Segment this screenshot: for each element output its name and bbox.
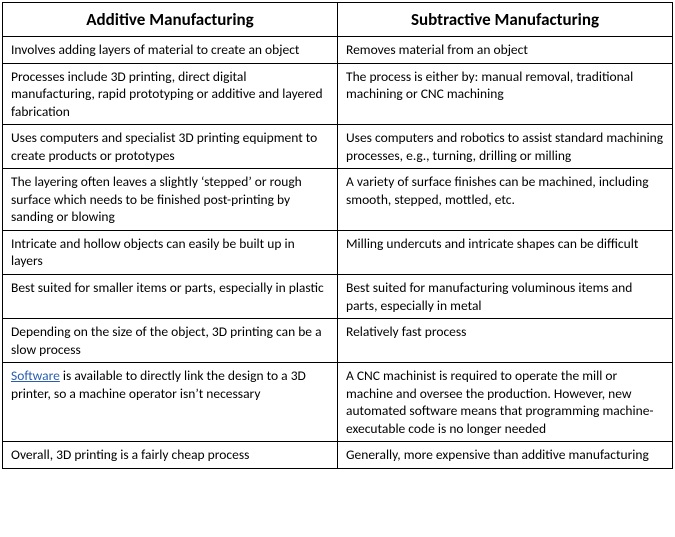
table-row: Processes include 3D printing, direct di…: [3, 63, 673, 125]
table-row: Software is available to directly link t…: [3, 363, 673, 442]
table-row: Overall, 3D printing is a fairly cheap p…: [3, 442, 673, 469]
cell-subtractive: Milling undercuts and intricate shapes c…: [338, 230, 673, 274]
cell-subtractive: Generally, more expensive than additive …: [338, 442, 673, 469]
cell-subtractive: Removes material from an object: [338, 37, 673, 64]
cell-additive: Involves adding layers of material to cr…: [3, 37, 338, 64]
table-row: Involves adding layers of material to cr…: [3, 37, 673, 64]
cell-additive: Best suited for smaller items or parts, …: [3, 275, 338, 319]
cell-additive: Overall, 3D printing is a fairly cheap p…: [3, 442, 338, 469]
table-row: Uses computers and specialist 3D printin…: [3, 125, 673, 169]
table-row: The layering often leaves a slightly ‘st…: [3, 169, 673, 231]
cell-subtractive: Best suited for manufacturing voluminous…: [338, 275, 673, 319]
comparison-table: Additive Manufacturing Subtractive Manuf…: [2, 2, 673, 469]
cell-subtractive: A CNC machinist is required to operate t…: [338, 363, 673, 442]
cell-additive: Depending on the size of the object, 3D …: [3, 319, 338, 363]
cell-subtractive: Uses computers and robotics to assist st…: [338, 125, 673, 169]
cell-additive: The layering often leaves a slightly ‘st…: [3, 169, 338, 231]
cell-additive: Processes include 3D printing, direct di…: [3, 63, 338, 125]
cell-additive: Uses computers and specialist 3D printin…: [3, 125, 338, 169]
cell-additive-with-link: Software is available to directly link t…: [3, 363, 338, 442]
software-link[interactable]: Software: [11, 367, 60, 384]
cell-subtractive: Relatively fast process: [338, 319, 673, 363]
column-header-additive: Additive Manufacturing: [3, 3, 338, 37]
cell-subtractive: The process is either by: manual removal…: [338, 63, 673, 125]
cell-subtractive: A variety of surface finishes can be mac…: [338, 169, 673, 231]
table-row: Depending on the size of the object, 3D …: [3, 319, 673, 363]
table-row: Best suited for smaller items or parts, …: [3, 275, 673, 319]
column-header-subtractive: Subtractive Manufacturing: [338, 3, 673, 37]
table-row: Intricate and hollow objects can easily …: [3, 230, 673, 274]
table-header-row: Additive Manufacturing Subtractive Manuf…: [3, 3, 673, 37]
cell-additive: Intricate and hollow objects can easily …: [3, 230, 338, 274]
